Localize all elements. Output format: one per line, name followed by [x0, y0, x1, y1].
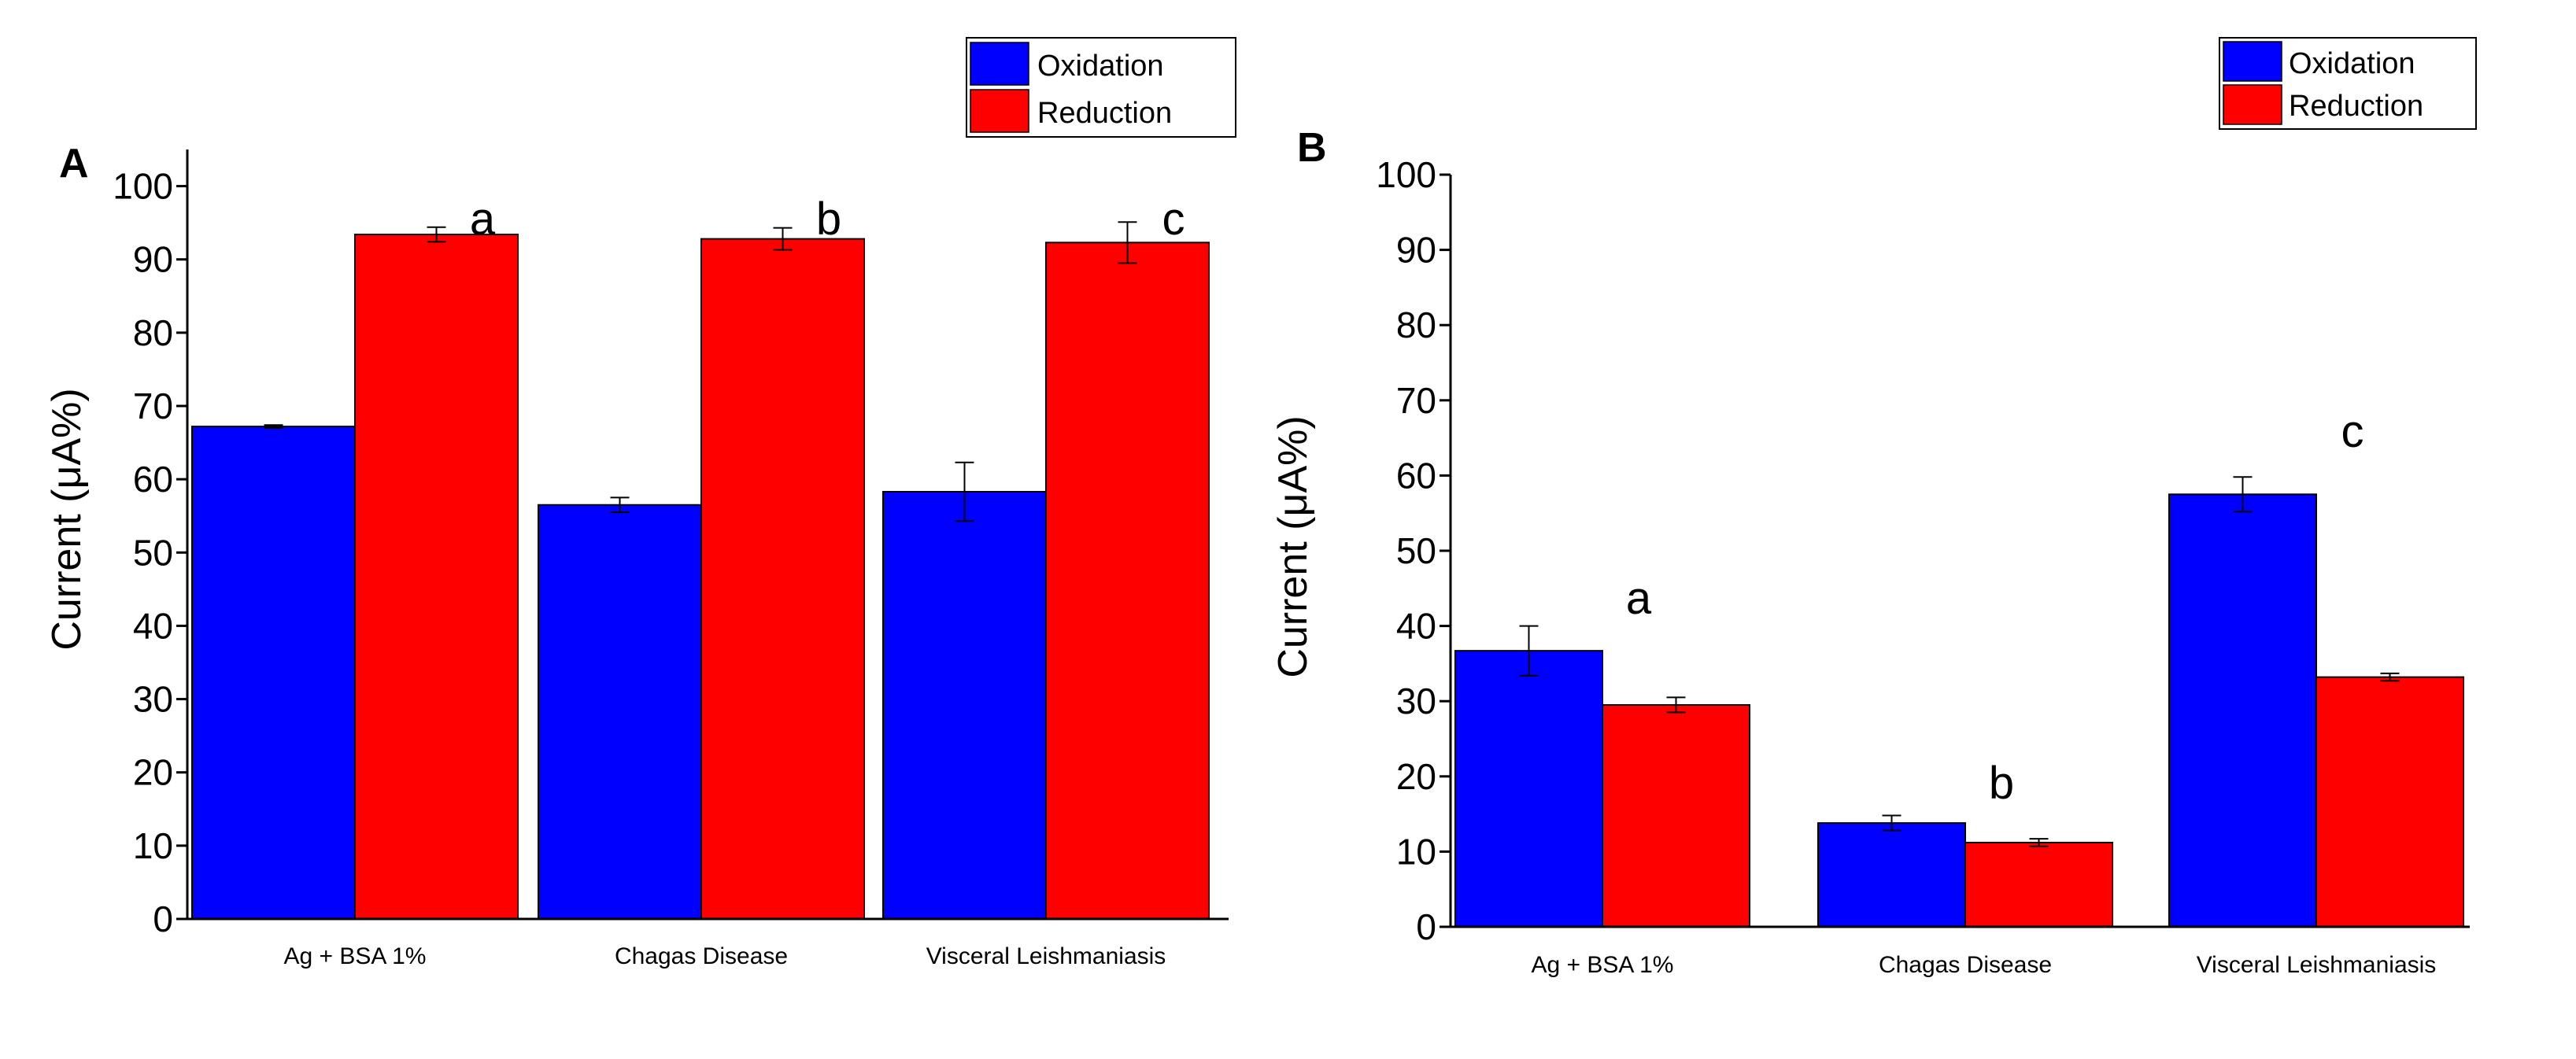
- error-bar-a-reduction-visceral-leishmaniasis: [1118, 221, 1137, 264]
- category-label-b-leishmaniasis: Visceral Leishmaniasis: [2197, 952, 2437, 978]
- legend-b-reduction-label: Reduction: [2289, 90, 2423, 123]
- panel-label-a: A: [59, 141, 89, 186]
- legend-a-oxidation-swatch: [970, 42, 1029, 86]
- annotation-b-a: a: [1626, 573, 1652, 624]
- legend-b-oxidation-label: Oxidation: [2289, 47, 2415, 80]
- error-bar-b-reduction-visceral-leishmaniasis: [2380, 672, 2400, 682]
- legend-a-oxidation-label: Oxidation: [1037, 50, 1164, 83]
- y-tick-label-b-90: 90: [1396, 230, 1436, 271]
- bar-a-reduction-visceral-leishmaniasis: [1045, 242, 1210, 920]
- y-tick-label-b-30: 30: [1396, 681, 1436, 721]
- y-tick-label-b-50: 50: [1396, 530, 1436, 571]
- legend-b: Oxidation Reduction: [2219, 37, 2477, 130]
- annotations-a: a b c: [470, 194, 1185, 245]
- error-bar-b-reduction-ag-bsa-1: [1666, 696, 1686, 714]
- y-tick-label-a-30: 30: [133, 679, 173, 720]
- y-tick-label-b-10: 10: [1396, 831, 1436, 872]
- error-bar-a-oxidation-ag-bsa-1: [264, 424, 283, 429]
- legend-b-oxidation-swatch: [2223, 41, 2282, 82]
- bars-b: [1454, 476, 2464, 928]
- category-label-a-leishmaniasis: Visceral Leishmaniasis: [926, 943, 1166, 969]
- y-tick-label-a-70: 70: [133, 386, 173, 426]
- bars-a: [191, 221, 1210, 920]
- category-label-a-ag-bsa: Ag + BSA 1%: [284, 943, 427, 969]
- legend-a-reduction-label: Reduction: [1037, 97, 1172, 130]
- y-axis-a: Current (μA%) 0 10 20 30 40 50 60 70 80 90 100: [44, 166, 187, 939]
- legend-a-reduction-swatch: [970, 89, 1029, 133]
- bar-a-oxidation-chagas-disease: [538, 504, 702, 920]
- bar-a-oxidation-ag-bsa-1: [191, 426, 356, 920]
- y-tick-label-b-70: 70: [1396, 380, 1436, 421]
- category-label-b-chagas: Chagas Disease: [1879, 952, 2052, 978]
- annotation-a-a: a: [470, 194, 496, 245]
- bar-a-oxidation-visceral-leishmaniasis: [882, 490, 1047, 920]
- error-bar-a-oxidation-visceral-leishmaniasis: [955, 461, 974, 522]
- y-tick-label-b-20: 20: [1396, 756, 1436, 797]
- bar-b-oxidation-chagas-disease: [1817, 822, 1966, 928]
- bar-a-reduction-chagas-disease: [700, 238, 865, 920]
- category-labels-a: Ag + BSA 1% Chagas Disease Visceral Leis…: [284, 943, 1166, 969]
- category-label-a-chagas: Chagas Disease: [615, 943, 788, 969]
- axes-b: [1449, 175, 2470, 928]
- chart-panel-a: A Oxidation Reduction Current (μA%) 0 10 2…: [44, 37, 1236, 969]
- y-tick-label-a-60: 60: [133, 459, 173, 500]
- bar-b-oxidation-visceral-leishmaniasis: [2168, 493, 2317, 928]
- axes-a: [186, 149, 1229, 921]
- error-bar-a-reduction-ag-bsa-1: [427, 226, 446, 243]
- y-tick-label-b-80: 80: [1396, 304, 1436, 345]
- y-ticks-b: 0 10 20 30 40 50 60 70 80 90 100: [1376, 154, 1451, 947]
- category-labels-b: Ag + BSA 1% Chagas Disease Visceral Leis…: [1532, 952, 2437, 978]
- annotation-b-b: b: [1989, 758, 2014, 809]
- chart-panel-b: B Oxidation Reduction Current (μA%) 0 10 2…: [1270, 37, 2477, 978]
- y-tick-label-a-80: 80: [133, 312, 173, 353]
- y-tick-label-a-40: 40: [133, 605, 173, 646]
- y-tick-label-b-100: 100: [1376, 154, 1436, 195]
- category-label-b-ag-bsa: Ag + BSA 1%: [1532, 952, 1674, 978]
- annotation-b-c: c: [2341, 406, 2364, 457]
- error-bar-b-oxidation-ag-bsa-1: [1519, 625, 1539, 677]
- bar-b-reduction-ag-bsa-1: [1602, 703, 1750, 928]
- bar-b-reduction-visceral-leishmaniasis: [2315, 676, 2464, 928]
- error-bar-a-oxidation-chagas-disease: [610, 496, 630, 514]
- error-bar-b-reduction-chagas-disease: [2029, 838, 2049, 847]
- y-tick-label-a-20: 20: [133, 752, 173, 793]
- y-tick-label-b-0: 0: [1416, 906, 1436, 947]
- y-tick-label-b-40: 40: [1396, 606, 1436, 647]
- y-tick-label-a-10: 10: [133, 825, 173, 866]
- annotation-a-b: b: [816, 194, 841, 245]
- annotations-b: a b c: [1626, 406, 2364, 809]
- annotation-a-c: c: [1162, 194, 1185, 245]
- y-axis-label-b: Current (μA%): [1270, 415, 1316, 677]
- y-ticks-a: 0 10 20 30 40 50 60 70 80 90 100: [113, 166, 187, 939]
- y-tick-label-b-60: 60: [1396, 455, 1436, 496]
- y-axis-label-a: Current (μA%): [44, 388, 90, 650]
- error-bar-b-oxidation-visceral-leishmaniasis: [2233, 476, 2253, 513]
- error-bar-b-oxidation-chagas-disease: [1882, 814, 1902, 832]
- panel-label-b: B: [1297, 125, 1327, 171]
- y-tick-label-a-90: 90: [133, 239, 173, 280]
- y-tick-label-a-50: 50: [133, 532, 173, 573]
- error-bar-a-reduction-chagas-disease: [773, 227, 793, 251]
- y-axis-b: Current (μA%) 0 10 20 30 40 50 60 70 80 90 100: [1270, 154, 1451, 947]
- legend-b-reduction-swatch: [2223, 84, 2282, 125]
- y-tick-label-a-100: 100: [113, 166, 173, 207]
- legend-a: Oxidation Reduction: [966, 37, 1236, 138]
- y-tick-label-a-0: 0: [153, 898, 173, 939]
- bar-b-oxidation-ag-bsa-1: [1454, 650, 1603, 928]
- bar-b-reduction-chagas-disease: [1964, 841, 2113, 928]
- bar-a-reduction-ag-bsa-1: [354, 234, 519, 920]
